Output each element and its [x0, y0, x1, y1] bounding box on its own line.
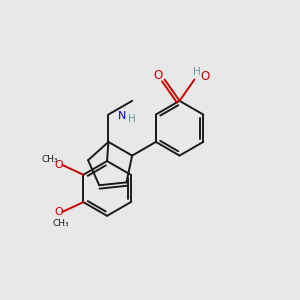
- Text: O: O: [54, 160, 63, 170]
- Text: O: O: [154, 69, 163, 82]
- Text: O: O: [200, 70, 209, 83]
- Text: CH₃: CH₃: [42, 155, 58, 164]
- Text: O: O: [54, 207, 63, 217]
- Text: H: H: [128, 114, 136, 124]
- Text: H: H: [193, 67, 201, 77]
- Text: CH₃: CH₃: [52, 219, 69, 228]
- Text: N: N: [118, 111, 126, 121]
